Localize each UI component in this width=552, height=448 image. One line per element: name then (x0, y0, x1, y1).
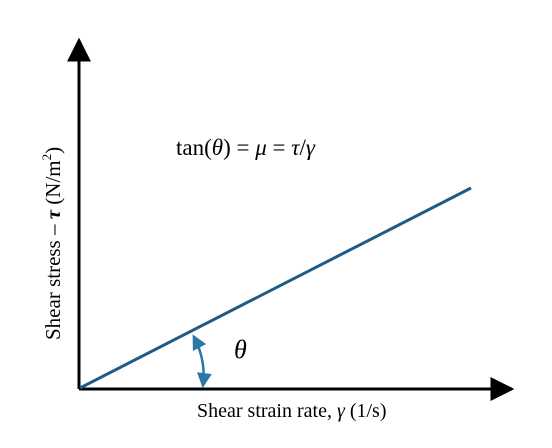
y-axis-label-units-close: ) (41, 147, 65, 154)
x-axis-label: Shear strain rate, γ (1/s) (197, 400, 387, 422)
x-axis-label-units: (1/s) (345, 400, 387, 422)
equation-mu: μ (254, 135, 267, 160)
y-axis-label-sup: 2 (39, 154, 54, 161)
equation-gamma: γ (306, 135, 316, 160)
equation-mid1: ) = (223, 135, 255, 160)
y-axis-label-prefix: Shear stress – (41, 219, 65, 340)
y-axis-label-tau: τ (41, 209, 65, 219)
angle-arc (192, 334, 212, 388)
x-axis-label-gamma: γ (337, 400, 346, 422)
equation-theta: θ (212, 135, 223, 160)
equation-mid2: = (267, 135, 291, 160)
y-axis-label-units-open: (N/m (41, 160, 65, 210)
angle-label: θ (234, 335, 247, 364)
y-axis-label: Shear stress – τ (N/m2) (39, 147, 65, 340)
x-axis-label-prefix: Shear strain rate, (197, 400, 337, 422)
shear-line (79, 186, 472, 390)
equation-lhs: tan( (176, 135, 212, 160)
equation: tan(θ) = μ = τ/γ (176, 135, 316, 160)
equation-tau: τ (291, 135, 300, 160)
equation-slash: / (299, 135, 306, 160)
